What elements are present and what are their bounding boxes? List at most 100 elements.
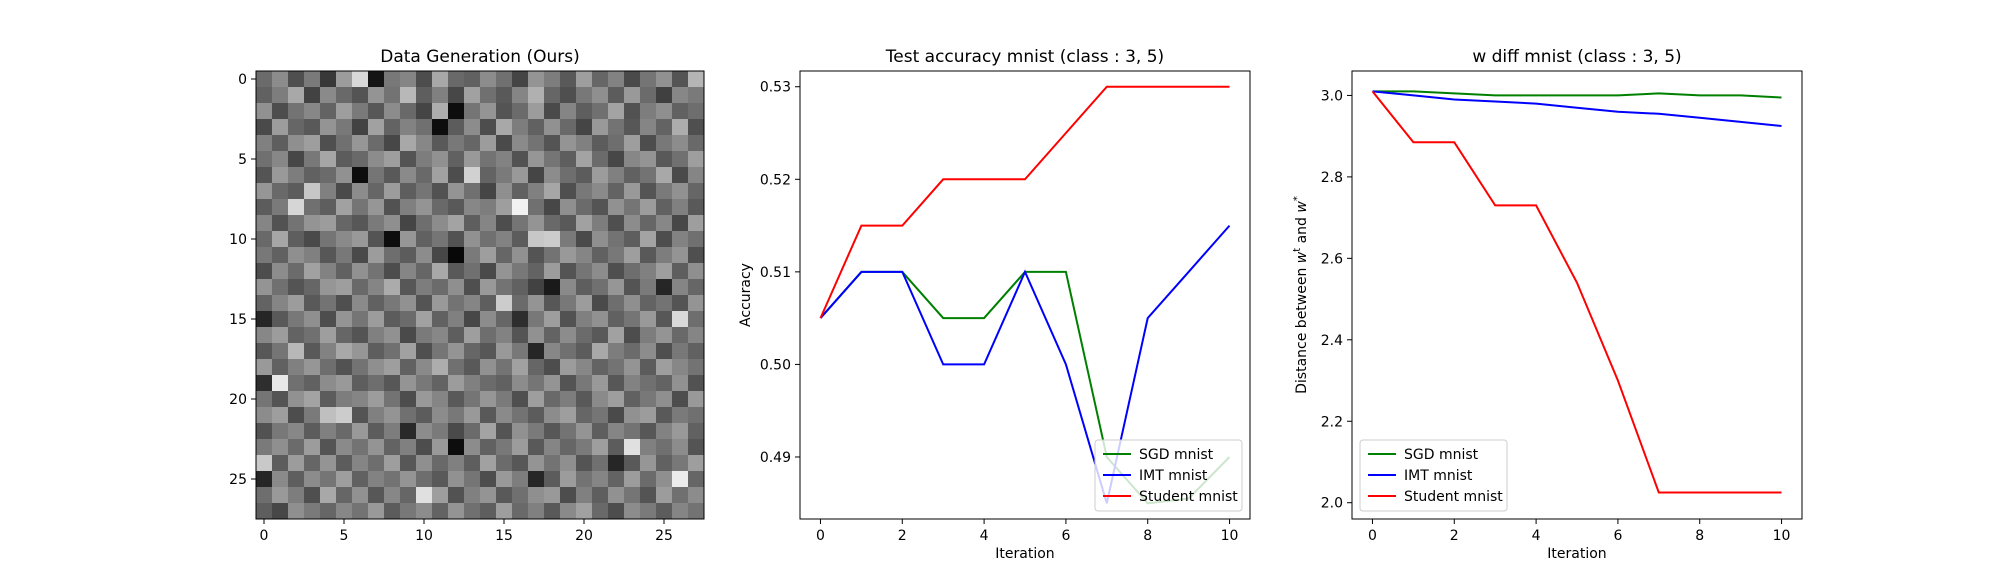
heatmap-cell [384,439,401,456]
heatmap-cell [688,215,705,232]
heatmap-cell [368,487,385,504]
heatmap-cell [576,471,593,488]
heatmap-cell [464,503,481,520]
heatmap-cell [592,503,609,520]
heatmap-cell [608,295,625,312]
heatmap-cell [272,151,289,168]
heatmap-cell [480,279,497,296]
heatmap-cell [384,167,401,184]
x-tick-label: 2 [1450,528,1459,544]
heatmap-cell [448,439,465,456]
heatmap-cell [272,439,289,456]
x-tick-label: 4 [980,528,989,544]
heatmap-cell [432,439,449,456]
heatmap-cell [496,151,513,168]
heatmap-cell [416,87,433,104]
heatmap-cell [560,359,577,376]
heatmap-cell [576,231,593,248]
heatmap-cell [656,391,673,408]
heatmap-cell [528,263,545,280]
heatmap-cell [656,471,673,488]
heatmap-cell [352,183,369,200]
heatmap-cell [624,167,641,184]
heatmap-cell [432,135,449,152]
heatmap-cell [560,391,577,408]
heatmap-cell [656,407,673,424]
heatmap-cell [496,503,513,520]
heatmap-cell [672,167,689,184]
x-tick-label: 4 [1532,528,1541,544]
heatmap-cell [544,215,561,232]
x-tick-label: 6 [1613,528,1622,544]
heatmap-cell [624,311,641,328]
heatmap-cell [656,295,673,312]
heatmap-cell [336,167,353,184]
heatmap-cell [272,455,289,472]
heatmap-cell [272,471,289,488]
x-tick-label: 0 [260,528,269,544]
heatmap-cell [336,199,353,216]
heatmap-cell [672,439,689,456]
x-tick-label: 5 [340,528,349,544]
heatmap-cell [672,215,689,232]
heatmap-cell [464,119,481,136]
heatmap-cell [352,471,369,488]
heatmap-cell [352,231,369,248]
heatmap-cell [624,279,641,296]
heatmap-cell [672,231,689,248]
heatmap-cell [288,263,305,280]
heatmap-cell [304,167,321,184]
heatmap-cell [432,279,449,296]
heatmap-cell [608,279,625,296]
heatmap-cell [656,375,673,392]
heatmap-cell [560,151,577,168]
heatmap-cell [368,455,385,472]
heatmap-cell [656,135,673,152]
heatmap-cell [304,151,321,168]
heatmap-cell [416,199,433,216]
heatmap-cell [656,423,673,440]
heatmap-cell [320,167,337,184]
heatmap-cell [624,103,641,120]
heatmap-cell [320,119,337,136]
heatmap-cell [368,135,385,152]
heatmap-cell [480,135,497,152]
heatmap-cell [640,119,657,136]
heatmap-cell [400,231,417,248]
heatmap-cell [400,439,417,456]
y-tick-label: 0.49 [760,450,791,466]
heatmap-cell [544,343,561,360]
heatmap-cell [528,183,545,200]
heatmap-cell [480,167,497,184]
heatmap-cell [352,359,369,376]
heatmap-cell [480,295,497,312]
heatmap-cell [256,343,273,360]
heatmap-cell [304,391,321,408]
heatmap-cell [336,455,353,472]
series-line [819,85,1230,319]
heatmap-cell [560,311,577,328]
heatmap-cell [272,487,289,504]
heatmap-cell [512,279,529,296]
heatmap-cell [416,375,433,392]
heatmap-cell [272,167,289,184]
heatmap-cell [608,215,625,232]
heatmap-cell [352,487,369,504]
heatmap-cell [592,471,609,488]
heatmap-cell [592,151,609,168]
heatmap-cell [592,455,609,472]
heatmap-cell [656,199,673,216]
heatmap-cell [592,391,609,408]
heatmap-cell [656,167,673,184]
heatmap-cell [688,167,705,184]
heatmap-cell [656,119,673,136]
heatmap-cell [496,359,513,376]
heatmap-cell [288,391,305,408]
heatmap-cell [672,343,689,360]
heatmap-cell [496,471,513,488]
heatmap-cell [320,455,337,472]
heatmap-cell [352,71,369,88]
heatmap-cell [640,167,657,184]
heatmap-cell [528,119,545,136]
heatmap-cell [560,263,577,280]
